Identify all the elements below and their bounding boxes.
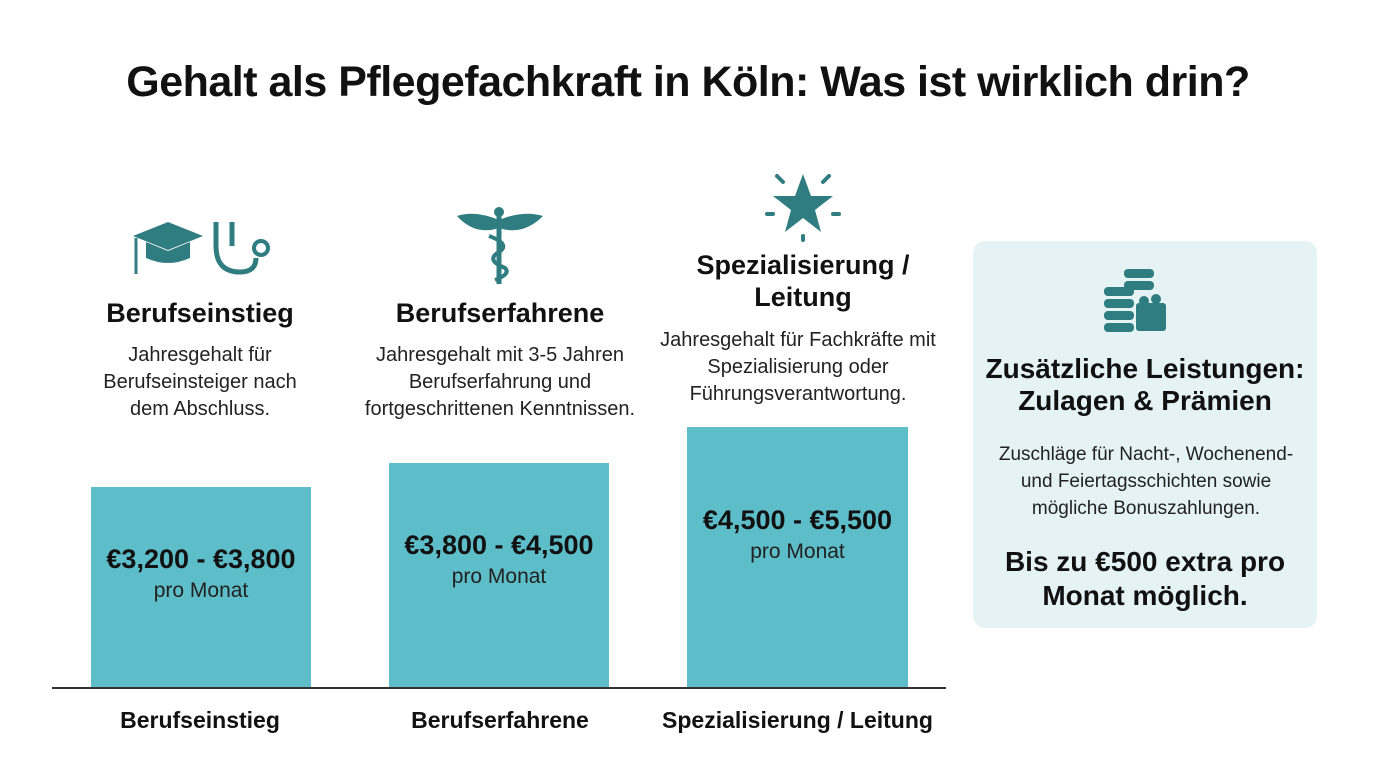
column-heading: Berufserfahrene: [395, 298, 605, 328]
baseline: [52, 687, 946, 689]
column-description: Jahresgehalt mit 3-5 Jahren Berufserfahr…: [364, 344, 636, 420]
icon-caduceus: [457, 207, 543, 284]
bar: [687, 427, 908, 688]
axis-label: Spezialisierung / Leitung: [662, 707, 933, 733]
salary-range: €4,500 - €5,500: [702, 505, 893, 535]
axis-label: Berufseinstieg: [120, 707, 280, 733]
title: Gehalt als Pflegefachkraft in Köln: Was …: [126, 58, 1250, 106]
column-heading: Berufseinstieg: [106, 298, 294, 328]
benefits-panel: Zusätzliche Leistungen: Zulagen & Prämie…: [973, 241, 1317, 628]
column-description: Jahresgehalt für Berufseinsteiger nach d…: [103, 344, 297, 420]
salary-unit: pro Monat: [750, 540, 845, 563]
salary-range: €3,800 - €4,500: [404, 530, 594, 560]
bar: [389, 463, 609, 688]
panel-highlight: Bis zu €500 extra pro Monat möglich.: [1004, 546, 1286, 611]
column-description: Jahresgehalt für Fachkräfte mit Speziali…: [660, 329, 936, 405]
salary-unit: pro Monat: [451, 565, 547, 588]
panel-heading: Zusätzliche Leistungen: Zulagen & Prämie…: [985, 353, 1305, 416]
icon-graduation-stethoscope: [133, 222, 270, 275]
icon-coins: [1104, 269, 1166, 332]
salary-range: €3,200 - €3,800: [106, 544, 296, 574]
panel-description: Zuschläge für Nacht-, Wochenend- und Fei…: [998, 444, 1294, 519]
axis-label: Berufserfahrene: [411, 707, 589, 733]
icon-star: [765, 174, 841, 242]
bar: [91, 487, 311, 688]
column-heading: Spezialisierung / Leitung: [696, 250, 910, 312]
salary-unit: pro Monat: [153, 579, 249, 602]
